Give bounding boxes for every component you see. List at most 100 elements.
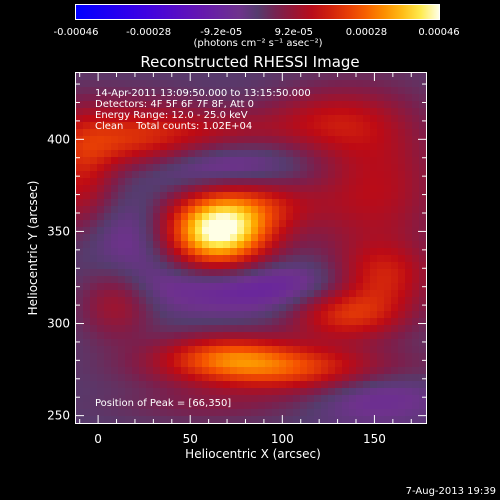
heatmap-cell — [132, 395, 140, 403]
heatmap-cell — [412, 122, 420, 130]
heatmap-cell — [286, 129, 294, 137]
heatmap-cell — [363, 206, 371, 214]
heatmap-cell — [244, 346, 252, 354]
heatmap-cell — [293, 122, 301, 130]
heatmap-cell — [335, 276, 343, 284]
heatmap-cell — [181, 339, 189, 347]
heatmap-cell — [125, 185, 133, 193]
heatmap-cell — [349, 346, 357, 354]
heatmap-cell — [181, 318, 189, 326]
heatmap-cell — [370, 115, 378, 123]
heatmap-cell — [279, 353, 287, 361]
heatmap-cell — [223, 283, 231, 291]
heatmap-cell — [384, 150, 392, 158]
heatmap-cell — [370, 374, 378, 382]
heatmap-cell — [216, 290, 224, 298]
heatmap-cell — [97, 199, 105, 207]
heatmap-cell — [335, 297, 343, 305]
heatmap-cell — [83, 402, 91, 410]
heatmap-cell — [76, 220, 84, 228]
heatmap-cell — [335, 416, 343, 423]
heatmap-cell — [202, 150, 210, 158]
heatmap-cell — [398, 388, 406, 396]
heatmap-cell — [209, 171, 217, 179]
heatmap-cell — [132, 73, 140, 81]
heatmap-cell — [363, 87, 371, 95]
heatmap-cell — [342, 367, 350, 375]
heatmap-cell — [209, 143, 217, 151]
heatmap-cell — [111, 213, 119, 221]
heatmap-cell — [188, 157, 196, 165]
heatmap-cell — [328, 115, 336, 123]
heatmap-cell — [244, 206, 252, 214]
heatmap-cell — [146, 353, 154, 361]
heatmap-cell — [181, 297, 189, 305]
heatmap-cell — [349, 262, 357, 270]
heatmap-cell — [328, 136, 336, 144]
heatmap-cell — [132, 164, 140, 172]
heatmap-cell — [272, 164, 280, 172]
heatmap-cell — [209, 416, 217, 423]
heatmap-cell — [412, 80, 420, 88]
heatmap-cell — [265, 136, 273, 144]
heatmap-cell — [405, 353, 413, 361]
heatmap-cell — [216, 199, 224, 207]
heatmap-cell — [209, 108, 217, 116]
heatmap-cell — [335, 402, 343, 410]
heatmap-cell — [209, 150, 217, 158]
heatmap-cell — [223, 290, 231, 298]
heatmap-cell — [314, 283, 322, 291]
heatmap-cell — [384, 325, 392, 333]
heatmap-cell — [265, 353, 273, 361]
heatmap-cell — [230, 241, 238, 249]
heatmap-cell — [349, 101, 357, 109]
heatmap-cell — [377, 234, 385, 242]
heatmap-cell — [391, 255, 399, 263]
heatmap-cell — [146, 311, 154, 319]
heatmap-cell — [328, 346, 336, 354]
heatmap-cell — [391, 227, 399, 235]
heatmap-cell — [202, 325, 210, 333]
heatmap-cell — [412, 318, 420, 326]
heatmap-cell — [167, 129, 175, 137]
heatmap-cell — [244, 360, 252, 368]
heatmap-cell — [307, 94, 315, 102]
heatmap-cell — [258, 248, 266, 256]
heatmap-cell — [195, 388, 203, 396]
heatmap-cell — [272, 304, 280, 312]
heatmap-cell — [195, 262, 203, 270]
heatmap-cell — [342, 339, 350, 347]
heatmap-cell — [146, 122, 154, 130]
heatmap-cell — [132, 234, 140, 242]
heatmap-cell — [188, 353, 196, 361]
heatmap-cell — [216, 353, 224, 361]
heatmap-cell — [398, 129, 406, 137]
heatmap-cell — [286, 269, 294, 277]
heatmap-cell — [174, 122, 182, 130]
heatmap-cell — [125, 73, 133, 81]
heatmap-cell — [83, 101, 91, 109]
heatmap-cell — [181, 178, 189, 186]
heatmap-cell — [286, 192, 294, 200]
heatmap-cell — [279, 262, 287, 270]
heatmap-cell — [307, 360, 315, 368]
heatmap-cell — [349, 290, 357, 298]
heatmap-cell — [251, 129, 259, 137]
heatmap-cell — [216, 206, 224, 214]
heatmap-cell — [251, 136, 259, 144]
heatmap-cell — [412, 73, 420, 81]
heatmap-cell — [202, 409, 210, 417]
heatmap-cell — [237, 178, 245, 186]
heatmap-cell — [125, 311, 133, 319]
heatmap-cell — [321, 241, 329, 249]
heatmap-cell — [209, 290, 217, 298]
heatmap-cell — [195, 367, 203, 375]
heatmap-cell — [377, 129, 385, 137]
heatmap-cell — [209, 129, 217, 137]
heatmap-cell — [167, 374, 175, 382]
heatmap-cell — [286, 164, 294, 172]
heatmap-cell — [167, 325, 175, 333]
heatmap-cell — [307, 80, 315, 88]
heatmap-cell — [111, 318, 119, 326]
heatmap-cell — [321, 199, 329, 207]
